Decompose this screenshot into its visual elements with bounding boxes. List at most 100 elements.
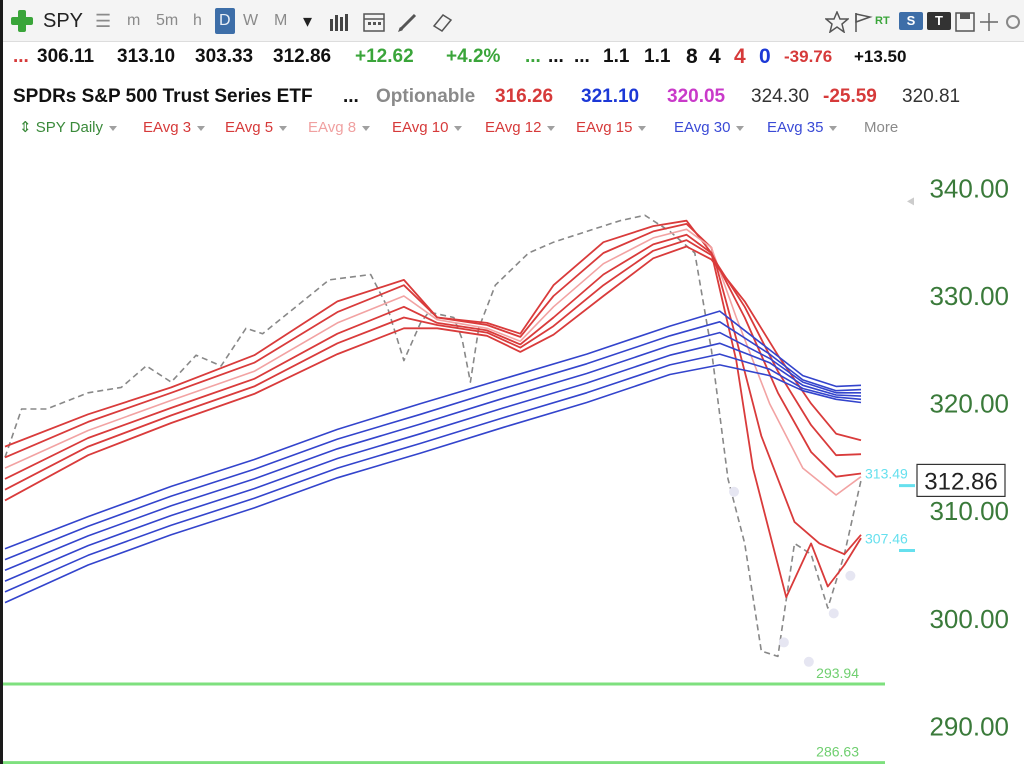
quote-value: 321.10: [581, 86, 640, 107]
quote-value: 303.33: [195, 46, 254, 67]
quote-value: 4: [709, 45, 721, 68]
chevron-down-icon[interactable]: [547, 125, 556, 131]
legend-label: ⇕ SPY Daily: [19, 119, 103, 136]
chevron-down-icon[interactable]: [109, 125, 117, 131]
star-icon[interactable]: [825, 11, 849, 33]
save-icon[interactable]: [955, 12, 975, 32]
toolbar: SPY ☰ ▾ RT S T: [3, 0, 1024, 42]
legend-label: EAvg 30: [674, 119, 731, 136]
bar-marker: [803, 656, 814, 667]
bar-marker: [729, 486, 740, 497]
timeframe-h[interactable]: h: [193, 12, 202, 29]
legend-label: EAvg 12: [485, 119, 542, 136]
legend-item[interactable]: More: [864, 116, 898, 140]
quote-value: 0: [759, 45, 771, 68]
bar-chart-icon[interactable]: [329, 13, 351, 31]
legend-item[interactable]: EAvg 35: [767, 116, 838, 140]
legend-label: EAvg 35: [767, 119, 824, 136]
quote-value: ...: [574, 46, 590, 67]
legend-label: EAvg 5: [225, 119, 274, 136]
quote-value: 8: [686, 45, 698, 68]
timeframe-M[interactable]: M: [274, 12, 288, 29]
series-line-eavg30_c: [4, 331, 861, 572]
chevron-down-icon[interactable]: [197, 125, 206, 131]
chevron-down-icon[interactable]: ▾: [303, 11, 313, 31]
y-tick-label: 330.00: [929, 281, 1009, 311]
quote-value: 313.10: [117, 46, 176, 67]
y-tick-label: 340.00: [929, 173, 1009, 203]
watchlist-icon[interactable]: ☰: [95, 11, 112, 31]
series-line-eavg5: [4, 223, 862, 556]
quote-value: 316.26: [495, 86, 554, 107]
quote-value: 1.1: [644, 46, 671, 67]
chevron-down-icon[interactable]: [638, 125, 647, 131]
quote-value: 320.05: [667, 86, 726, 107]
pencil-icon[interactable]: [397, 11, 419, 33]
chevron-down-icon[interactable]: [279, 125, 288, 131]
security-name: SPDRs S&P 500 Trust Series ETF: [13, 86, 313, 107]
legend-item[interactable]: EAvg 5: [225, 116, 288, 140]
series-line-eavg15: [4, 245, 862, 502]
move-icon[interactable]: [979, 12, 999, 32]
y-tick-label: 300.00: [929, 604, 1009, 634]
level-line-label: 286.63: [816, 744, 859, 760]
y-tick-label: 310.00: [929, 496, 1009, 526]
quote-value: -25.59: [823, 86, 877, 107]
legend-label: EAvg 3: [143, 119, 192, 136]
series-line-eavg30_e: [4, 353, 862, 593]
y-tick-label: 320.00: [929, 389, 1009, 419]
level-value-label: 307.46: [865, 530, 908, 546]
flag-icon[interactable]: [853, 11, 873, 33]
series-line-close: [4, 214, 862, 658]
timeframe-D[interactable]: D: [215, 8, 235, 34]
quote-value: 312.86: [273, 46, 332, 67]
legend-item[interactable]: EAvg 30: [674, 116, 745, 140]
timeframe-W[interactable]: W: [243, 12, 259, 29]
bar-marker: [828, 608, 839, 619]
level-value-label: 313.49: [865, 466, 908, 482]
series-line-eavg8: [4, 228, 862, 496]
quote-value: ...: [548, 46, 564, 67]
chevron-down-icon[interactable]: [829, 125, 838, 131]
timeframe-5m[interactable]: 5m: [156, 12, 179, 29]
series-line-eavg10: [4, 233, 862, 480]
current-price-box: [916, 463, 1006, 498]
symbol-field[interactable]: SPY: [43, 10, 84, 32]
series-line-eavg12: [4, 239, 862, 491]
legend-label: EAvg 15: [576, 119, 633, 136]
price-chart[interactable]: 293.94 286.63 340.00 330.00 320.00 310.00 300.…: [3, 140, 1024, 764]
chevron-down-icon[interactable]: [736, 125, 745, 131]
eraser-icon[interactable]: [431, 12, 453, 32]
t-badge[interactable]: T: [927, 12, 951, 30]
legend-item[interactable]: EAvg 12: [485, 116, 556, 140]
indicator-legend: ⇕ SPY Daily EAvg 3 EAvg 5 EAvg 8 EAvg 10 EAvg…: [3, 116, 1024, 140]
chevron-down-icon[interactable]: [362, 125, 371, 131]
realtime-badge[interactable]: RT: [875, 15, 890, 27]
quote-value: ...: [13, 46, 29, 67]
legend-label: EAvg 10: [392, 119, 449, 136]
legend-item[interactable]: EAvg 10: [392, 116, 463, 140]
add-symbol-icon[interactable]: [11, 10, 33, 32]
calendar-icon[interactable]: [363, 12, 385, 32]
quote-value: 1.1: [603, 46, 630, 67]
level-line-label: 293.94: [816, 665, 859, 681]
quote-value: ...: [525, 46, 541, 67]
quote-value: ...: [343, 86, 359, 107]
quote-value: 306.11: [37, 46, 95, 67]
legend-item[interactable]: ⇕ SPY Daily: [19, 116, 117, 140]
s-badge[interactable]: S: [899, 12, 923, 30]
series-line-eavg30_a: [4, 310, 862, 550]
axis-pointer: [907, 197, 914, 206]
legend-item[interactable]: EAvg 3: [143, 116, 206, 140]
chevron-down-icon[interactable]: [454, 125, 463, 131]
y-tick-label: 290.00: [929, 711, 1009, 741]
quote-value: 320.81: [902, 86, 961, 107]
quote-value: Optionable: [376, 86, 476, 107]
legend-item[interactable]: EAvg 8: [308, 116, 371, 140]
legend-label: More: [864, 119, 899, 136]
settings-icon[interactable]: [1003, 12, 1023, 32]
legend-item[interactable]: EAvg 15: [576, 116, 647, 140]
series-line-eavg30_b: [4, 321, 862, 561]
timeframe-m[interactable]: m: [127, 12, 141, 29]
